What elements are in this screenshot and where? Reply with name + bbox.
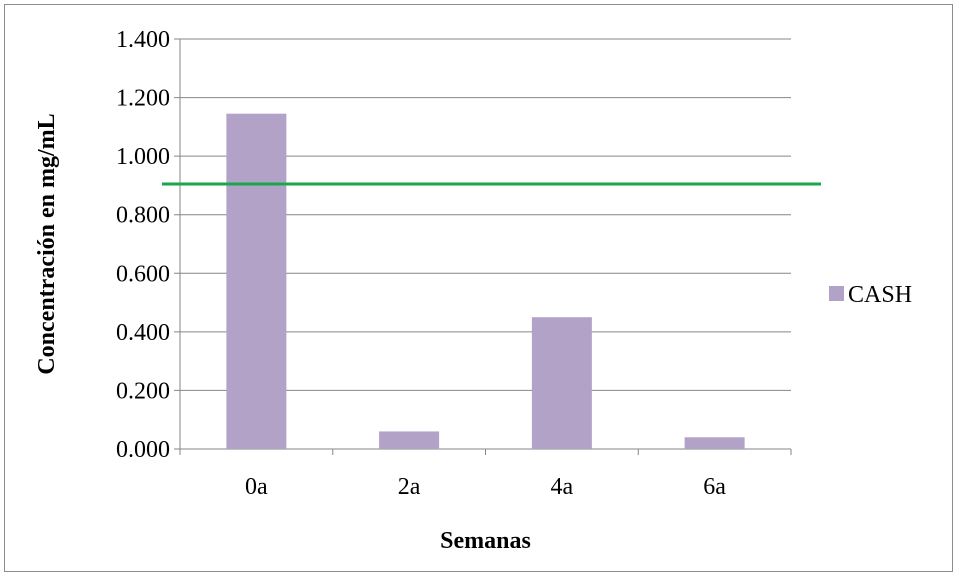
y-tick-label: 0.600 [116, 261, 170, 287]
x-tick-labels: 0a 2a 4a 6a [245, 474, 726, 500]
legend-swatch-cash [829, 286, 844, 301]
legend: CASH [829, 282, 912, 308]
y-tick-label: 0.000 [116, 437, 170, 463]
y-tick-label: 1.400 [116, 27, 170, 53]
y-tick-label: 0.200 [116, 378, 170, 404]
x-tick-label: 4a [551, 474, 574, 500]
bar-2a [379, 431, 440, 449]
chart-frame [4, 4, 953, 572]
y-tick-label: 1.000 [116, 144, 170, 170]
y-tick-labels: 0.000 0.200 0.400 0.600 0.800 1.000 1.200 1.400 [116, 27, 170, 463]
y-tick-label: 0.400 [116, 320, 170, 346]
y-axis-title: Concentración en mg/mL [34, 113, 60, 374]
x-tick-label: 2a [398, 474, 421, 500]
y-tick-label: 0.800 [116, 203, 170, 229]
y-tick-label: 1.200 [116, 86, 170, 112]
bars [226, 113, 745, 449]
bar-6a [684, 437, 745, 449]
legend-label-cash: CASH [848, 282, 912, 308]
x-tick-label: 6a [703, 474, 726, 500]
bar-0a [226, 113, 287, 449]
x-axis-title: Semanas [440, 528, 531, 554]
bar-4a [531, 317, 592, 449]
x-tick-label: 0a [245, 474, 268, 500]
